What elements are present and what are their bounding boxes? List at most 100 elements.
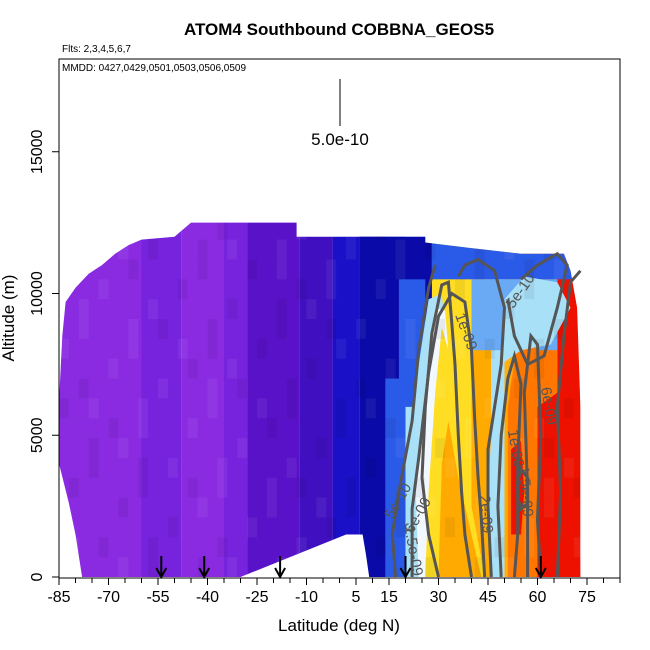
x-tick-label: -85 [47,589,70,606]
field-cell [464,438,475,458]
field-cell [177,279,188,300]
field-cell [554,259,564,280]
field-cell [474,239,485,260]
field-cell [326,259,337,280]
y-tick-label: 0 [29,572,46,581]
contour-line [390,264,437,578]
field-cell [227,557,238,577]
field-cell [197,557,208,577]
field-cell [266,497,277,518]
field-cell [405,319,416,339]
field-cell [177,338,188,359]
x-tick-label: -70 [97,589,120,606]
x-tick-label: 45 [479,589,497,606]
field-cell [227,299,238,319]
field-cell [148,557,158,577]
field-band [332,222,360,577]
field-cell [276,299,287,319]
x-axis-label: Latitude (deg N) [278,616,400,635]
field-cell [494,222,505,240]
field-cell [88,457,99,478]
field-cell [118,438,129,458]
x-tick-label: 5 [352,589,361,606]
field-cell [445,517,455,538]
plume-yellow [425,327,485,577]
field-cell [395,497,406,518]
field-cell [356,319,366,339]
field-cell [563,457,574,478]
field-cell [306,358,317,379]
field-cell [425,299,436,319]
x-tick-label: -55 [146,589,169,606]
field-cell [445,457,455,478]
flights-note: Flts: 2,3,4,5,6,7 [62,44,131,55]
flight-profile-arrows [155,556,547,580]
profile-arrow-head [274,567,286,580]
field-cell [118,557,129,577]
field-cell [306,299,317,319]
field-cell [207,338,218,359]
contour-label: 1.5e-09 [515,465,536,517]
field-cell [118,239,129,260]
field-cell [227,239,238,260]
field-cell [98,279,109,300]
field-cell [138,418,149,438]
field-cell [346,557,356,577]
field-cell [187,358,198,379]
profile-arrow-head [198,567,211,580]
x-tick-label: -40 [196,589,219,606]
field-cell [504,557,515,577]
field-cell [207,378,218,399]
field-cell [59,338,69,359]
field-cell [88,438,99,458]
field-cell [395,517,406,538]
field-cell [138,398,149,419]
x-tick-label: -10 [295,589,318,606]
field-cell [128,259,139,280]
field-cell [455,279,465,300]
field-cell [167,457,178,478]
field-cell [425,239,436,260]
field-cell [217,457,228,478]
field-cell [346,497,356,518]
contour-label: 6e-09 [537,386,560,427]
field-cell [237,438,248,458]
field-cell [217,222,228,240]
field-band [59,222,142,577]
field-cell [474,259,485,280]
field-cell [296,222,307,240]
field-band [141,222,182,577]
field-cell [247,259,257,280]
field-cell [128,319,139,339]
y-axis-label: Altitude (m) [0,275,18,362]
field-cell [128,338,139,359]
field-band [299,222,333,577]
field-cell [197,497,208,518]
field-cell [296,279,307,300]
field-cell [276,319,287,339]
field-cell [68,222,79,240]
field-cell [563,398,574,419]
field-cell [247,517,257,538]
field-cell [573,477,581,498]
y-tick-label: 10000 [29,271,46,316]
field-cell [504,239,515,260]
field-cell [148,537,158,558]
field-cell [395,438,406,458]
field-cell [524,517,535,538]
field-cell [365,457,376,478]
field-cell [68,239,79,260]
field-cell [573,222,581,240]
field-cell [375,279,386,300]
contour-label: 2e-09 [476,494,496,534]
field-cell [187,418,198,438]
field-cell [148,299,158,319]
field-cell [336,338,347,359]
field-cell [356,378,366,399]
field-cell [365,398,376,419]
contour-line [457,257,507,578]
scale-bar: 5.0e-10 [311,79,369,149]
field-cell [544,497,554,518]
field-cell [326,319,337,339]
